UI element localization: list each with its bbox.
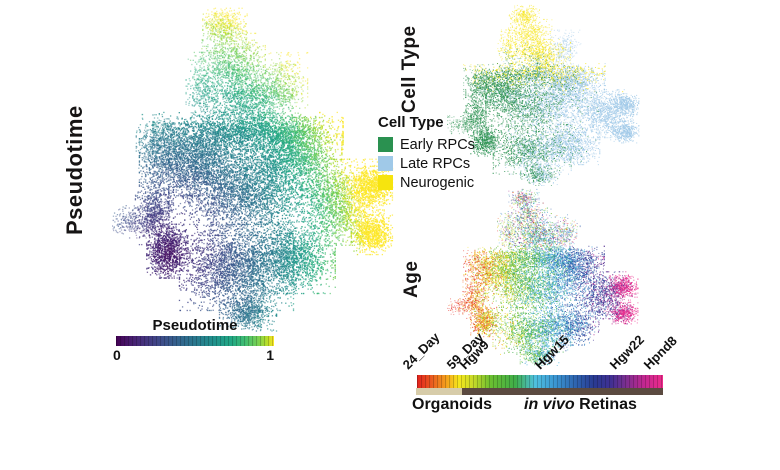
invivo-italic-text: in vivo xyxy=(524,396,575,413)
invivo-retinas-label: in vivo Retinas xyxy=(524,396,637,414)
celltype-umap-canvas xyxy=(447,4,644,186)
pseudotime-axis-label: Pseudotime xyxy=(62,105,87,235)
celltype-legend-title: Cell Type xyxy=(378,114,444,131)
age-umap-canvas xyxy=(447,188,643,366)
organoids-label: Organoids xyxy=(412,396,493,413)
pseudotime-colorbar xyxy=(116,336,274,346)
pseudotime-umap-canvas xyxy=(112,6,400,332)
early-rpcs-label: Early RPCs xyxy=(400,136,475,153)
legend-item-late-rpcs: Late RPCs xyxy=(378,154,475,173)
celltype-legend: Cell Type Early RPCs Late RPCs Neurogeni… xyxy=(378,114,475,192)
organoids-range-strip xyxy=(416,388,462,395)
pseudotime-colorbar-title: Pseudotime xyxy=(152,317,238,334)
legend-item-early-rpcs: Early RPCs xyxy=(378,135,475,154)
late-rpcs-label: Late RPCs xyxy=(400,155,471,172)
celltype-axis-label: Cell Type xyxy=(399,25,420,113)
retinas-text: Retinas xyxy=(574,396,637,413)
pseudotime-colorbar-min-label: 0 xyxy=(113,347,121,363)
legend-item-neurogenic: Neurogenic xyxy=(378,173,475,192)
age-tick-label: 24_Day xyxy=(399,329,443,373)
age-tick-label: Hpnd8 xyxy=(640,333,680,373)
age-axis-label: Age xyxy=(401,260,422,298)
neurogenic-swatch xyxy=(378,175,393,190)
early-rpcs-swatch xyxy=(378,137,393,152)
invivo-range-strip xyxy=(462,388,663,395)
age-colorbar xyxy=(417,375,663,388)
late-rpcs-swatch xyxy=(378,156,393,171)
pseudotime-colorbar-max-label: 1 xyxy=(266,347,274,363)
neurogenic-label: Neurogenic xyxy=(400,174,475,191)
